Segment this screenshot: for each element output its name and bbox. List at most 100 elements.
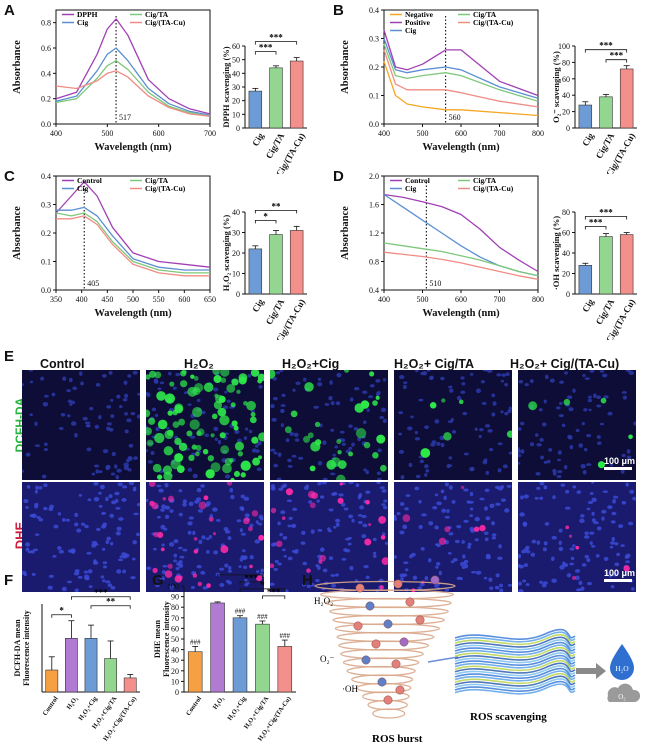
nucleus-dot [396, 511, 401, 516]
nucleus-dot [321, 482, 327, 485]
dhe-micrograph [394, 482, 512, 592]
nucleus-dot [589, 491, 594, 495]
dhe-signal [460, 485, 465, 490]
nucleus-dot [414, 430, 418, 435]
series-line-cig-ta-cu- [55, 70, 211, 118]
nucleus-dot [463, 488, 469, 492]
nucleus-dot [539, 580, 543, 584]
nucleus-dot [590, 482, 595, 484]
nucleus-dot [504, 411, 509, 416]
nucleus-dot [213, 550, 219, 555]
nucleus-dot [498, 544, 502, 549]
chart-b-spectrum: 400 500 600 700 800 0.0 0.1 0.2 0.3 0.4 Wavelength… [340, 6, 544, 153]
nucleus-dot [575, 588, 581, 592]
nucleus-dot [74, 588, 79, 592]
nucleus-dot [205, 501, 212, 506]
y-tick-label: 10 [171, 677, 179, 686]
series-line-cig [383, 193, 539, 277]
dhe-signal [565, 525, 570, 530]
nucleus-dot [487, 370, 493, 373]
column-header: H₂O₂+ Cig/(TA-Cu) [510, 357, 620, 371]
dcfh-da-micrograph [146, 370, 264, 480]
nucleus-dot [341, 442, 346, 446]
significance-label: *** [589, 218, 603, 228]
nucleus-dot [270, 403, 275, 409]
dcfh-signal [369, 371, 375, 377]
nucleus-dot [230, 494, 235, 500]
nucleus-dot [74, 522, 79, 527]
dhe-signal [479, 524, 486, 532]
nucleus-dot [239, 528, 243, 533]
dhe-signal [276, 540, 283, 548]
nucleus-dot [462, 561, 467, 565]
nucleus-dot [617, 524, 624, 529]
series-line-cig-ta [383, 43, 539, 102]
y-tick-label: 60 [171, 624, 179, 633]
category-label: Cig [580, 297, 596, 314]
nucleus-dot [596, 526, 602, 531]
nucleus-dot [504, 508, 510, 513]
nucleus-dot [361, 534, 367, 539]
nucleus-dot [424, 425, 430, 430]
y-tick-label: 0.0 [369, 120, 379, 129]
nucleus-dot [282, 548, 286, 552]
peak-marker-label: 510 [429, 279, 441, 288]
nucleus-dot [536, 443, 542, 447]
panel-letter-b: B [333, 2, 344, 19]
fiber-strand [454, 657, 576, 669]
nucleus-dot [551, 556, 555, 562]
nucleus-dot [633, 421, 636, 426]
nucleus-dot [434, 493, 439, 497]
nucleus-dot [444, 515, 450, 519]
panel-letter-d: D [333, 168, 344, 185]
nucleus-dot [202, 410, 206, 415]
significance-bracket [584, 216, 628, 220]
nucleus-dot [384, 541, 388, 545]
y-tick-label: 0.3 [41, 201, 51, 210]
nucleus-dot [435, 565, 439, 569]
x-tick-label: 400 [378, 129, 390, 138]
nucleus-dot [169, 585, 175, 590]
dcfh-signal [207, 455, 215, 462]
nucleus-dot [518, 589, 524, 592]
nucleus-dot [156, 515, 161, 519]
nucleus-dot [394, 555, 397, 559]
nucleus-dot [556, 475, 562, 479]
y-axis-label: Absorbance [340, 40, 351, 94]
nucleus-dot [469, 491, 474, 497]
dcfh-signal [157, 419, 168, 430]
nucleus-dot [25, 506, 29, 509]
dhe-signal [198, 501, 207, 510]
nucleus-dot [500, 379, 505, 383]
nucleus-dot [43, 442, 48, 446]
dhe-signal [212, 532, 217, 536]
nucleus-dot [25, 547, 30, 552]
nucleus-dot [348, 514, 354, 519]
fiber-strand [454, 654, 576, 666]
dhe-signal [251, 510, 259, 517]
nucleus-dot [247, 373, 252, 378]
nucleus-dot [518, 380, 524, 384]
y-tick-label: 40 [562, 249, 570, 258]
nucleus-dot [72, 386, 78, 391]
nucleus-dot [508, 406, 512, 411]
nucleus-dot [53, 524, 59, 529]
y-tick-label: 0.6 [41, 44, 51, 53]
nucleus-dot [558, 528, 563, 533]
dcfh-signal [219, 432, 226, 439]
nucleus-dot [74, 512, 79, 518]
dhe-signal [438, 537, 447, 545]
nucleus-dot [280, 510, 286, 515]
nucleus-dot [563, 465, 568, 470]
nucleus-dot [412, 575, 418, 580]
nucleus-dot [95, 383, 101, 387]
nucleus-dot [83, 570, 89, 574]
y-tick-label: 90 [171, 593, 179, 602]
nucleus-dot [47, 585, 53, 590]
nucleus-dot [417, 586, 423, 590]
peak-marker-label: 405 [87, 279, 99, 288]
category-label: Control [185, 695, 203, 717]
nucleus-dot [117, 482, 123, 487]
nucleus-dot [124, 412, 128, 416]
dcfh-signal [189, 419, 200, 430]
